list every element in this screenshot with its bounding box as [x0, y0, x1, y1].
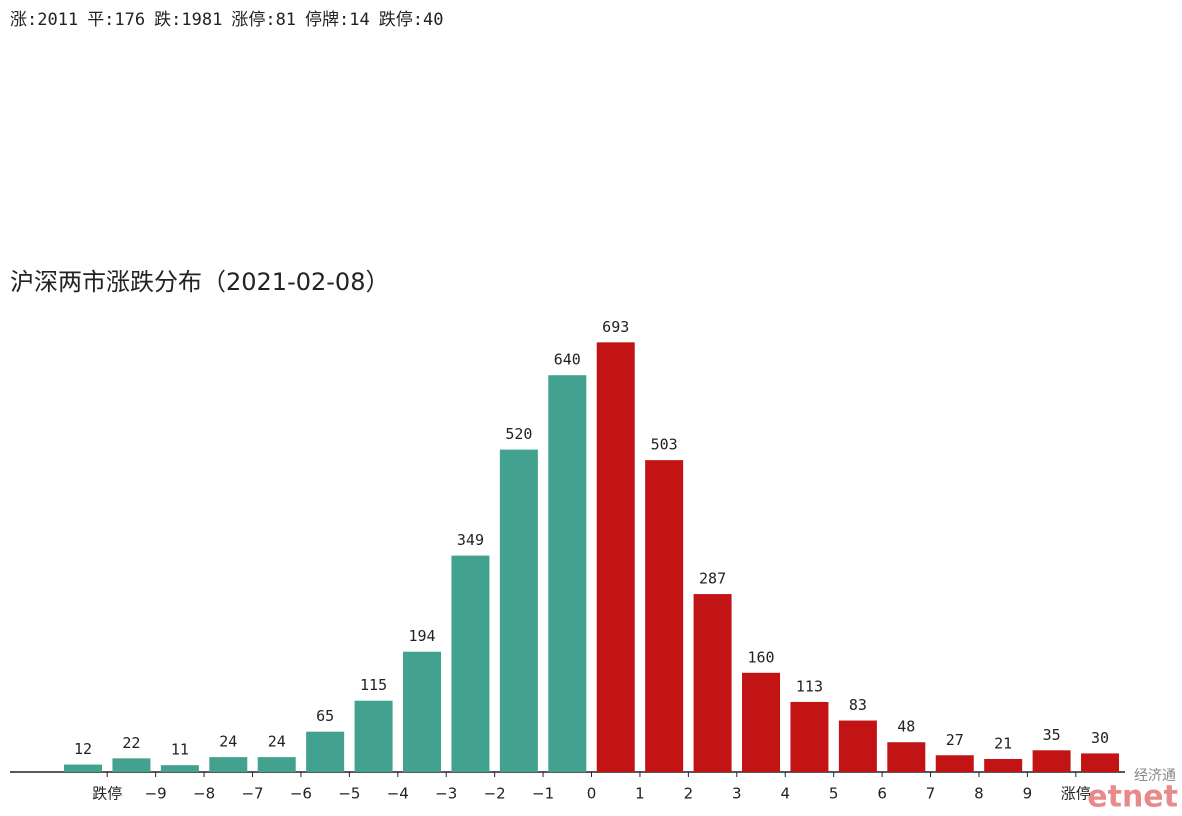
x-tick-label: 6	[877, 785, 887, 803]
x-tick-label: 2	[684, 785, 694, 803]
bar	[693, 594, 732, 772]
bar	[112, 758, 151, 772]
bar	[499, 449, 538, 772]
bar	[160, 765, 199, 772]
value-label: 24	[219, 733, 237, 751]
x-tick-label: 7	[926, 785, 936, 803]
x-tick-label: −9	[145, 785, 167, 803]
value-label: 22	[122, 734, 140, 752]
value-label: 349	[457, 531, 484, 549]
bar	[984, 758, 1023, 772]
bar	[257, 757, 296, 772]
x-tick-label: 8	[974, 785, 984, 803]
value-label: 194	[408, 627, 435, 645]
value-label: 12	[74, 740, 92, 758]
x-tick-label: −5	[338, 785, 360, 803]
x-tick-label: 1	[635, 785, 645, 803]
header-stat: 跌:1981	[154, 10, 222, 30]
value-label: 287	[699, 570, 726, 588]
value-label: 48	[897, 718, 915, 736]
x-tick-label: −4	[387, 785, 409, 803]
x-tick-label: 3	[732, 785, 742, 803]
bar	[742, 672, 781, 772]
x-tick-label: −3	[435, 785, 457, 803]
x-tick-label: 9	[1023, 785, 1033, 803]
value-label: 503	[651, 436, 678, 454]
bar	[209, 757, 248, 772]
x-tick-label: 5	[829, 785, 839, 803]
bar	[1032, 750, 1071, 772]
bar	[935, 755, 974, 772]
value-label: 115	[360, 676, 387, 694]
bar	[1081, 753, 1120, 772]
value-label: 65	[316, 707, 334, 725]
watermark-cn: 经济通	[1134, 768, 1176, 784]
bar	[645, 460, 684, 772]
x-tick-label: 涨停	[1061, 785, 1091, 803]
x-tick-label: −2	[484, 785, 506, 803]
x-tick-label: −1	[532, 785, 554, 803]
bar	[306, 731, 345, 772]
bar	[64, 764, 102, 772]
bar	[403, 651, 442, 772]
value-label: 520	[505, 425, 532, 443]
x-tick-label: −8	[193, 785, 215, 803]
bar	[354, 700, 393, 772]
value-label: 693	[602, 318, 629, 336]
value-label: 35	[1043, 726, 1061, 744]
x-tick-label: 跌停	[92, 785, 122, 803]
bar	[596, 342, 635, 772]
bar	[887, 742, 926, 772]
header-stat: 跌停:40	[379, 10, 444, 30]
header-stat: 平:176	[87, 10, 145, 30]
value-label: 21	[994, 734, 1012, 752]
chart-title: 沪深两市涨跌分布（2021-02-08）	[10, 268, 389, 296]
bar	[548, 375, 587, 772]
bar	[451, 555, 490, 772]
value-label: 640	[554, 351, 581, 369]
value-label: 11	[171, 741, 189, 759]
x-tick-label: −6	[290, 785, 312, 803]
x-tick-label: 0	[587, 785, 597, 803]
value-label: 30	[1091, 729, 1109, 747]
value-label: 160	[747, 648, 774, 666]
header-stat: 停牌:14	[305, 10, 370, 30]
value-label: 27	[946, 731, 964, 749]
bar	[790, 701, 829, 772]
watermark-en: etnet	[1087, 780, 1178, 813]
x-tick-label: 4	[780, 785, 790, 803]
bar	[838, 720, 877, 772]
x-tick-label: −7	[241, 785, 263, 803]
value-label: 83	[849, 696, 867, 714]
value-label: 113	[796, 677, 823, 695]
header-stat: 涨停:81	[231, 10, 296, 30]
value-label: 24	[268, 733, 286, 751]
header-stat: 涨:2011	[10, 10, 78, 30]
